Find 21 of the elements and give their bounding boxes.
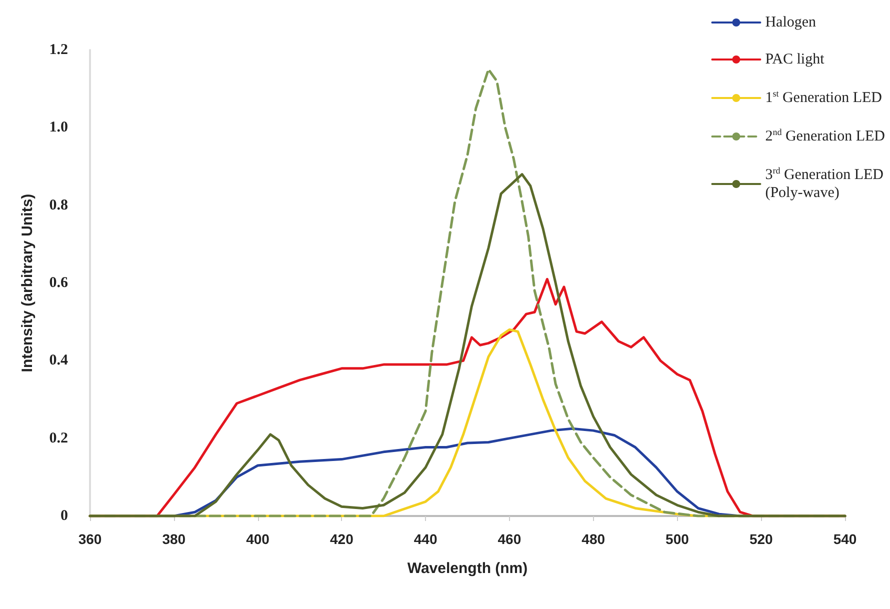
x-tick-label: 360 bbox=[78, 531, 102, 547]
y-axis-title: Intensity (arbitrary Units) bbox=[19, 194, 36, 372]
legend-label: PAC light bbox=[765, 52, 826, 68]
x-axis-title: Wavelength (nm) bbox=[407, 560, 528, 577]
legend-label: Halogen bbox=[765, 14, 817, 30]
y-tick-label: 1.2 bbox=[49, 42, 68, 58]
y-tick-label: 1.0 bbox=[49, 120, 68, 136]
x-tick-label: 420 bbox=[330, 531, 354, 547]
y-tick-label: 0.2 bbox=[49, 430, 68, 446]
y-tick-label: 0.8 bbox=[49, 197, 68, 214]
y-tick-label: 0 bbox=[60, 508, 68, 524]
x-tick-label: 480 bbox=[582, 531, 606, 547]
x-tick-label: 460 bbox=[498, 531, 522, 547]
x-tick-label: 520 bbox=[749, 531, 774, 547]
x-tick-label: 380 bbox=[162, 531, 186, 547]
x-tick-label: 440 bbox=[414, 531, 438, 547]
y-tick-label: 0.4 bbox=[49, 352, 68, 369]
x-tick-label: 500 bbox=[666, 531, 690, 547]
x-tick-label: 540 bbox=[833, 531, 857, 547]
x-tick-label: 400 bbox=[246, 531, 270, 547]
y-tick-label: 0.6 bbox=[49, 275, 68, 291]
